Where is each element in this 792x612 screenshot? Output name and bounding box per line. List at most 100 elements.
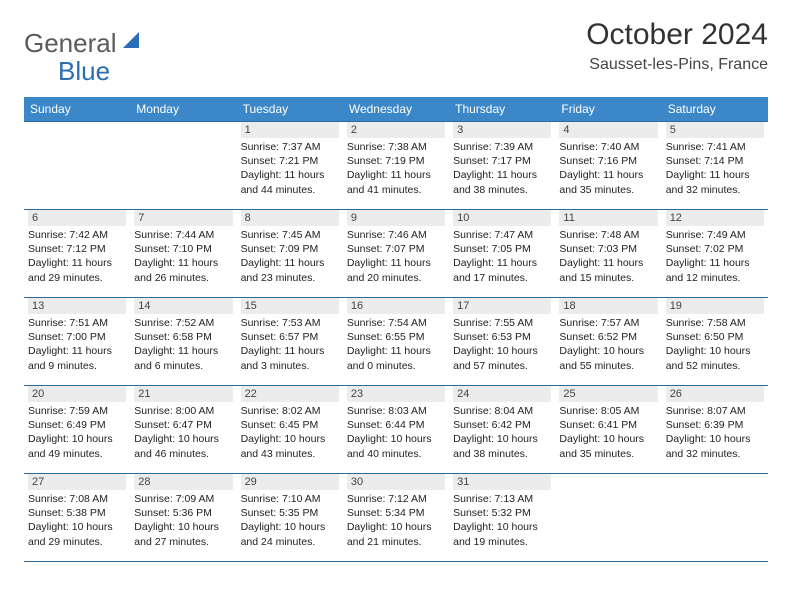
sunrise-text: Sunrise: 7:44 AM: [134, 228, 232, 242]
sunset-text: Sunset: 6:39 PM: [666, 418, 764, 432]
day-number: 10: [453, 210, 551, 226]
calendar-table: Sunday Monday Tuesday Wednesday Thursday…: [24, 97, 768, 562]
page-title: October 2024: [586, 18, 768, 52]
daylight-text: Daylight: 11 hours and 15 minutes.: [559, 256, 657, 284]
logo-text-general: General: [24, 28, 117, 59]
sunrise-text: Sunrise: 8:03 AM: [347, 404, 445, 418]
sunrise-text: Sunrise: 7:41 AM: [666, 140, 764, 154]
sunset-text: Sunset: 7:16 PM: [559, 154, 657, 168]
day-header-thu: Thursday: [449, 97, 555, 122]
sunset-text: Sunset: 7:07 PM: [347, 242, 445, 256]
sunset-text: Sunset: 6:44 PM: [347, 418, 445, 432]
sunrise-text: Sunrise: 7:59 AM: [28, 404, 126, 418]
sunset-text: Sunset: 5:32 PM: [453, 506, 551, 520]
sunrise-text: Sunrise: 7:57 AM: [559, 316, 657, 330]
logo-text-blue: Blue: [58, 56, 110, 86]
calendar-cell: 10 Sunrise: 7:47 AMSunset: 7:05 PMDayligh…: [449, 210, 555, 298]
calendar-cell: 26Sunrise: 8:07 AMSunset: 6:39 PMDayligh…: [662, 386, 768, 474]
daylight-text: Daylight: 10 hours and 40 minutes.: [347, 432, 445, 460]
sunset-text: Sunset: 6:57 PM: [241, 330, 339, 344]
calendar-cell: 11Sunrise: 7:48 AMSunset: 7:03 PMDayligh…: [555, 210, 661, 298]
calendar-cell: 21Sunrise: 8:00 AMSunset: 6:47 PMDayligh…: [130, 386, 236, 474]
calendar-cell: 19Sunrise: 7:58 AMSunset: 6:50 PMDayligh…: [662, 298, 768, 386]
calendar-cell: 8Sunrise: 7:45 AMSunset: 7:09 PMDaylight…: [237, 210, 343, 298]
sunrise-text: Sunrise: 7:48 AM: [559, 228, 657, 242]
calendar-row: 20Sunrise: 7:59 AMSunset: 6:49 PMDayligh…: [24, 386, 768, 474]
calendar-cell: 13Sunrise: 7:51 AMSunset: 7:00 PMDayligh…: [24, 298, 130, 386]
daylight-text: Daylight: 10 hours and 32 minutes.: [666, 432, 764, 460]
sunset-text: Sunset: 7:09 PM: [241, 242, 339, 256]
calendar-cell: 12Sunrise: 7:49 AMSunset: 7:02 PMDayligh…: [662, 210, 768, 298]
day-number: 31: [453, 474, 551, 490]
day-number: 4: [559, 122, 657, 138]
day-header-mon: Monday: [130, 97, 236, 122]
daylight-text: Daylight: 11 hours and 17 minutes.: [453, 256, 551, 284]
sunrise-text: Sunrise: 7:46 AM: [347, 228, 445, 242]
day-header-fri: Friday: [555, 97, 661, 122]
sunset-text: Sunset: 7:17 PM: [453, 154, 551, 168]
calendar-cell: [555, 474, 661, 562]
calendar-cell: [662, 474, 768, 562]
day-number: 3: [453, 122, 551, 138]
sunrise-text: Sunrise: 7:49 AM: [666, 228, 764, 242]
calendar-row: 27Sunrise: 7:08 AMSunset: 5:38 PMDayligh…: [24, 474, 768, 562]
calendar-cell: 22Sunrise: 8:02 AMSunset: 6:45 PMDayligh…: [237, 386, 343, 474]
calendar-cell: 1Sunrise: 7:37 AMSunset: 7:21 PMDaylight…: [237, 122, 343, 210]
calendar-cell: 3 Sunrise: 7:39 AMSunset: 7:17 PMDaylight…: [449, 122, 555, 210]
sunrise-text: Sunrise: 7:51 AM: [28, 316, 126, 330]
day-number: 11: [559, 210, 657, 226]
daylight-text: Daylight: 11 hours and 20 minutes.: [347, 256, 445, 284]
daylight-text: Daylight: 10 hours and 29 minutes.: [28, 520, 126, 548]
daylight-text: Daylight: 10 hours and 46 minutes.: [134, 432, 232, 460]
sunrise-text: Sunrise: 7:47 AM: [453, 228, 551, 242]
daylight-text: Daylight: 11 hours and 12 minutes.: [666, 256, 764, 284]
sunset-text: Sunset: 6:55 PM: [347, 330, 445, 344]
sunset-text: Sunset: 6:49 PM: [28, 418, 126, 432]
daylight-text: Daylight: 11 hours and 23 minutes.: [241, 256, 339, 284]
calendar-cell: 17Sunrise: 7:55 AMSunset: 6:53 PMDayligh…: [449, 298, 555, 386]
daylight-text: Daylight: 10 hours and 24 minutes.: [241, 520, 339, 548]
calendar-cell: 18Sunrise: 7:57 AMSunset: 6:52 PMDayligh…: [555, 298, 661, 386]
sunset-text: Sunset: 5:35 PM: [241, 506, 339, 520]
daylight-text: Daylight: 10 hours and 57 minutes.: [453, 344, 551, 372]
calendar-row: 1Sunrise: 7:37 AMSunset: 7:21 PMDaylight…: [24, 122, 768, 210]
sunrise-text: Sunrise: 7:40 AM: [559, 140, 657, 154]
day-number: 27: [28, 474, 126, 490]
sunset-text: Sunset: 5:36 PM: [134, 506, 232, 520]
day-number: 7: [134, 210, 232, 226]
title-block: October 2024 Sausset-les-Pins, France: [586, 18, 768, 74]
sunset-text: Sunset: 6:42 PM: [453, 418, 551, 432]
sunrise-text: Sunrise: 8:02 AM: [241, 404, 339, 418]
daylight-text: Daylight: 11 hours and 32 minutes.: [666, 168, 764, 196]
sunset-text: Sunset: 7:21 PM: [241, 154, 339, 168]
daylight-text: Daylight: 10 hours and 49 minutes.: [28, 432, 126, 460]
sunset-text: Sunset: 6:58 PM: [134, 330, 232, 344]
calendar-cell: 28Sunrise: 7:09 AMSunset: 5:36 PMDayligh…: [130, 474, 236, 562]
sunrise-text: Sunrise: 7:42 AM: [28, 228, 126, 242]
sunrise-text: Sunrise: 7:52 AM: [134, 316, 232, 330]
sunset-text: Sunset: 7:10 PM: [134, 242, 232, 256]
day-number: 23: [347, 386, 445, 402]
day-number: 26: [666, 386, 764, 402]
day-number: 6: [28, 210, 126, 226]
daylight-text: Daylight: 11 hours and 0 minutes.: [347, 344, 445, 372]
calendar-cell: 25Sunrise: 8:05 AMSunset: 6:41 PMDayligh…: [555, 386, 661, 474]
daylight-text: Daylight: 10 hours and 21 minutes.: [347, 520, 445, 548]
day-number: 22: [241, 386, 339, 402]
calendar-cell: 2Sunrise: 7:38 AMSunset: 7:19 PMDaylight…: [343, 122, 449, 210]
calendar-cell: 4Sunrise: 7:40 AMSunset: 7:16 PMDaylight…: [555, 122, 661, 210]
sunrise-text: Sunrise: 7:09 AM: [134, 492, 232, 506]
sunset-text: Sunset: 7:00 PM: [28, 330, 126, 344]
day-number: 12: [666, 210, 764, 226]
daylight-text: Daylight: 11 hours and 38 minutes.: [453, 168, 551, 196]
day-number: 8: [241, 210, 339, 226]
calendar-cell: 24Sunrise: 8:04 AMSunset: 6:42 PMDayligh…: [449, 386, 555, 474]
daylight-text: Daylight: 10 hours and 52 minutes.: [666, 344, 764, 372]
sunrise-text: Sunrise: 7:38 AM: [347, 140, 445, 154]
sunset-text: Sunset: 7:05 PM: [453, 242, 551, 256]
sunrise-text: Sunrise: 7:58 AM: [666, 316, 764, 330]
sunrise-text: Sunrise: 7:55 AM: [453, 316, 551, 330]
calendar-cell: 29Sunrise: 7:10 AMSunset: 5:35 PMDayligh…: [237, 474, 343, 562]
sunrise-text: Sunrise: 7:39 AM: [453, 140, 551, 154]
sunset-text: Sunset: 6:52 PM: [559, 330, 657, 344]
